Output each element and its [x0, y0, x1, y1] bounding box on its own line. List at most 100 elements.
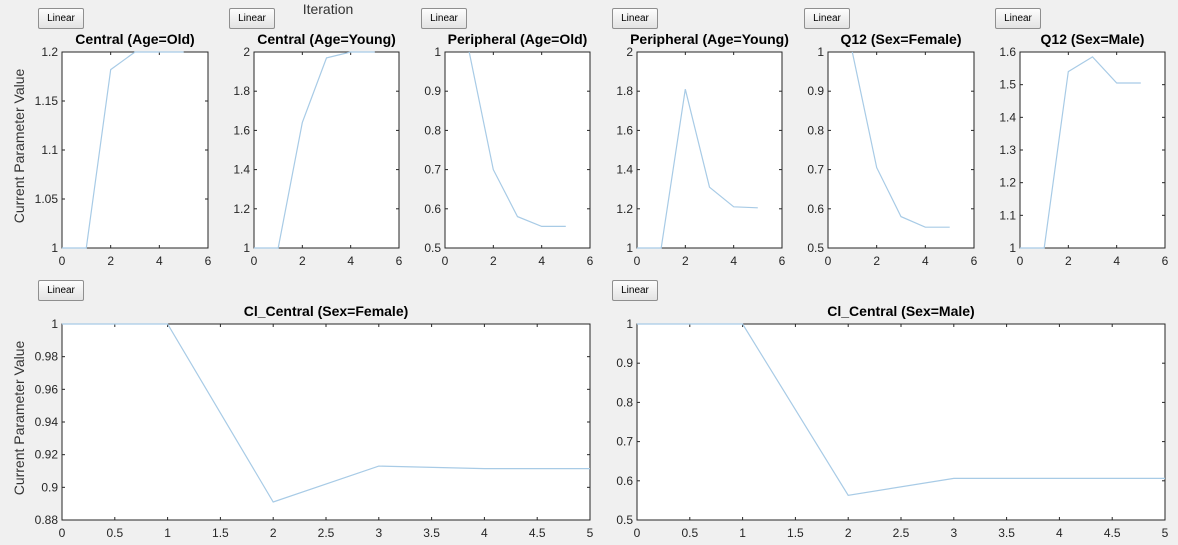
x-tick-label: 4 — [730, 254, 737, 268]
x-tick-label: 2 — [270, 526, 277, 540]
y-tick-label: 0.94 — [35, 415, 59, 429]
x-tick-label: 6 — [1162, 254, 1169, 268]
x-tick-label: 6 — [779, 254, 786, 268]
chart-6: Q12 (Sex=Male) 0 2 4 6 1 1.1 1.2 1.3 1.4 1.5 1.6 — [999, 31, 1168, 268]
y-tick-label: 0.9 — [807, 84, 824, 98]
x-tick-label: 6 — [971, 254, 978, 268]
chart-title: Peripheral (Age=Old) — [448, 31, 588, 47]
chart-5: Q12 (Sex=Female) 0 2 4 6 0.5 0.6 0.7 0.8 0.9 1 — [807, 31, 977, 268]
scale-button-1[interactable]: Linear — [38, 8, 84, 29]
series-line-1 — [637, 89, 758, 249]
chart-8: Cl_Central (Sex=Male)0 0.5 1 1.5 2 2.5 3 3.5 4 4.… — [616, 303, 1168, 540]
y-tick-label: 1.2 — [999, 176, 1016, 190]
y-tick-label: 1 — [817, 45, 824, 59]
x-tick-label: 4 — [1056, 526, 1063, 540]
y-tick-label: 1.05 — [35, 192, 59, 206]
x-tick-label: 1 — [739, 526, 746, 540]
chart-title: Cl_Central (Sex=Female) — [244, 303, 409, 319]
y-tick-label: 1.2 — [41, 45, 58, 59]
x-tick-label: 0 — [59, 254, 66, 268]
x-tick-label: 3 — [375, 526, 382, 540]
x-tick-label: 4 — [922, 254, 929, 268]
x-tick-label: 2 — [1065, 254, 1072, 268]
x-tick-label: 6 — [205, 254, 212, 268]
x-tick-label: 2 — [845, 526, 852, 540]
chart-title: Cl_Central (Sex=Male) — [827, 303, 974, 319]
y-tick-label: 1.3 — [999, 143, 1016, 157]
x-tick-label: 0 — [442, 254, 449, 268]
y-tick-label: 0.6 — [616, 474, 633, 488]
y-tick-label: 1 — [626, 317, 633, 331]
y-tick-label: 0.9 — [616, 356, 633, 370]
x-tick-label: 4.5 — [529, 526, 546, 540]
chart-1: Central (Age=Old) 0 2 4 6 1 1.05 1.1 1.15 1.2 — [35, 31, 212, 268]
scale-button-3[interactable]: Linear — [421, 8, 467, 29]
y-tick-label: 0.92 — [35, 448, 59, 462]
x-tick-label: 4 — [156, 254, 163, 268]
plot-area — [636, 323, 1166, 521]
scale-button-5[interactable]: Linear — [804, 8, 850, 29]
y-tick-label: 1.4 — [233, 163, 250, 177]
y-tick-label: 1.6 — [233, 123, 250, 137]
x-tick-label: 4 — [538, 254, 545, 268]
x-tick-label: 2 — [873, 254, 880, 268]
plot-area — [636, 51, 783, 249]
x-tick-label: 4.5 — [1104, 526, 1121, 540]
y-tick-label: 0.6 — [807, 202, 824, 216]
y-tick-label: 1.2 — [233, 202, 250, 216]
x-tick-label: 2 — [490, 254, 497, 268]
scale-button-4[interactable]: Linear — [612, 8, 658, 29]
x-tick-label: 6 — [396, 254, 403, 268]
chart-title: Central (Age=Young) — [257, 31, 396, 47]
chart-2: Central (Age=Young) 0 2 4 6 1 1.2 1.4 1.6 1.8 2 — [233, 31, 402, 268]
series-line-1 — [468, 51, 566, 227]
series-line-1 — [62, 323, 590, 503]
plot-area — [61, 51, 209, 249]
chart-4: Peripheral (Age=Young) 0 2 4 6 1 1.2 1.4 1.6 1.8 2 — [616, 31, 789, 268]
x-tick-label: 0 — [251, 254, 258, 268]
x-tick-label: 3 — [950, 526, 957, 540]
y-tick-label: 1.8 — [616, 84, 633, 98]
y-tick-label: 0.9 — [41, 480, 58, 494]
x-axis-title: Iteration — [302, 1, 354, 17]
y-tick-label: 1 — [51, 317, 58, 331]
y-tick-label: 1.8 — [233, 84, 250, 98]
y-tick-label: 1.6 — [999, 45, 1016, 59]
series-line-1 — [851, 51, 950, 228]
y-tick-label: 1 — [243, 241, 250, 255]
x-tick-label: 0 — [634, 254, 641, 268]
scale-button-8[interactable]: Linear — [612, 280, 658, 301]
x-tick-label: 0.5 — [681, 526, 698, 540]
series-line-1 — [637, 323, 1165, 496]
x-tick-label: 1 — [164, 526, 171, 540]
y-tick-label: 0.7 — [424, 163, 441, 177]
plot-area — [253, 51, 400, 249]
x-tick-label: 0 — [825, 254, 832, 268]
y-tick-label: 2 — [626, 45, 633, 59]
y-tick-label: 0.8 — [616, 395, 633, 409]
y-tick-label: 0.7 — [616, 435, 633, 449]
x-tick-label: 1.5 — [787, 526, 804, 540]
y-tick-label: 0.8 — [424, 123, 441, 137]
series-line-1 — [254, 51, 375, 249]
y-tick-label: 1.1 — [999, 208, 1016, 222]
plot-area — [444, 51, 591, 249]
y-tick-label: 0.5 — [424, 241, 441, 255]
y-tick-label: 0.6 — [424, 202, 441, 216]
x-tick-label: 1.5 — [212, 526, 229, 540]
series-line-1 — [62, 51, 184, 249]
scale-button-7[interactable]: Linear — [38, 280, 84, 301]
x-tick-label: 4 — [1113, 254, 1120, 268]
plot-area — [827, 51, 975, 249]
x-tick-label: 0 — [59, 526, 66, 540]
x-tick-label: 4 — [347, 254, 354, 268]
scale-button-6[interactable]: Linear — [995, 8, 1041, 29]
x-tick-label: 2 — [682, 254, 689, 268]
x-tick-label: 3.5 — [998, 526, 1015, 540]
plot-area — [61, 323, 591, 521]
y-tick-label: 0.7 — [807, 163, 824, 177]
y-tick-label: 1 — [51, 241, 58, 255]
scale-button-2[interactable]: Linear — [229, 8, 275, 29]
y-tick-label: 0.96 — [35, 382, 59, 396]
